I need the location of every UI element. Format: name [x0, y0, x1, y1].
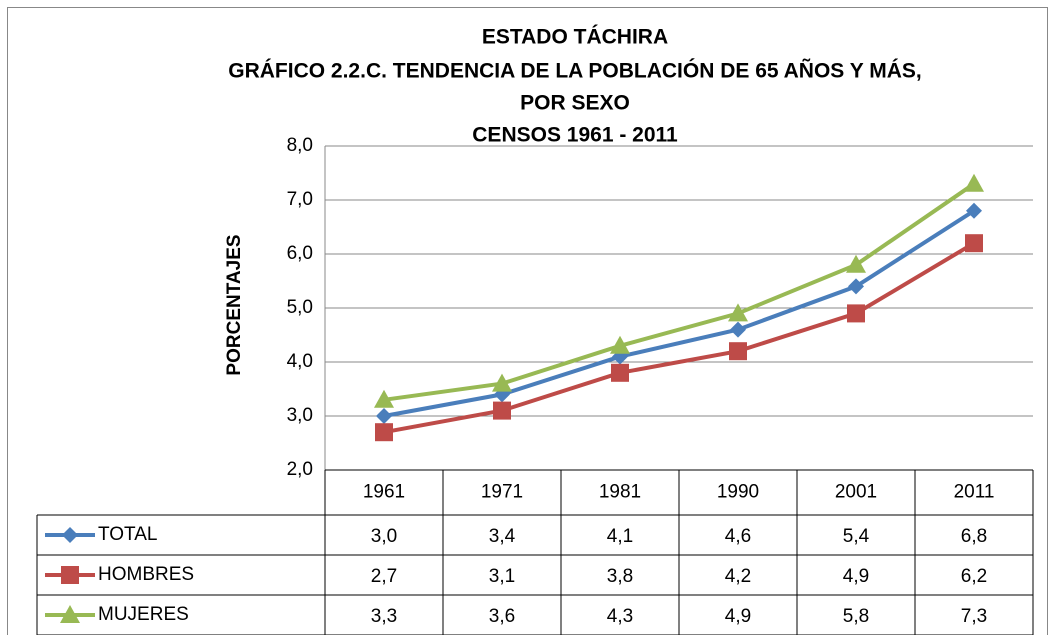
marker: [730, 321, 746, 338]
legend-label: HOMBRES: [98, 564, 194, 585]
table-value: 3,6: [489, 606, 515, 627]
marker: [964, 173, 984, 192]
marker: [848, 278, 864, 295]
chart-border: [7, 7, 1048, 635]
marker: [965, 234, 983, 253]
table-value: 3,0: [371, 526, 397, 547]
table-value: 3,1: [489, 566, 515, 587]
marker: [493, 401, 511, 420]
table-value: 4,3: [607, 606, 633, 627]
marker: [611, 363, 629, 382]
table-value: 7,3: [961, 606, 987, 627]
marker: [374, 389, 394, 408]
y-tick-label: 3,0: [287, 405, 313, 426]
table-value: 4,2: [725, 566, 751, 587]
x-tick-label: 2011: [954, 482, 995, 503]
chart-title: CENSOS 1961 - 2011: [472, 124, 678, 147]
x-tick-label: 1961: [363, 482, 405, 503]
table-value: 4,1: [607, 526, 633, 547]
table-value: 4,9: [843, 566, 869, 587]
x-tick-label: 1981: [599, 482, 641, 503]
marker: [847, 304, 865, 323]
series-line: [383, 209, 976, 418]
y-tick-label: 7,0: [287, 189, 313, 210]
y-tick-label: 2,0: [287, 459, 313, 480]
marker: [846, 254, 866, 273]
table-value: 3,4: [489, 526, 516, 547]
marker: [728, 303, 748, 322]
table-value: 2,7: [371, 566, 397, 587]
x-tick-label: 2001: [835, 482, 877, 503]
marker: [966, 202, 982, 219]
chart-title: POR SEXO: [520, 92, 630, 115]
table-value: 4,9: [725, 606, 751, 627]
series-line: [383, 241, 976, 435]
x-tick-label: 1990: [717, 482, 759, 503]
legend-marker: [60, 605, 80, 623]
y-tick-label: 4,0: [287, 351, 313, 372]
chart-title: GRÁFICO 2.2.C. TENDENCIA DE LA POBLACIÓN…: [228, 59, 921, 83]
marker: [375, 423, 393, 442]
y-tick-label: 5,0: [287, 297, 313, 318]
legend-label: TOTAL: [98, 524, 157, 545]
series-line: [383, 182, 976, 402]
table-value: 5,4: [843, 526, 870, 547]
table-value: 3,3: [371, 606, 397, 627]
marker: [729, 342, 747, 361]
y-tick-label: 6,0: [287, 243, 313, 264]
legend-label: MUJERES: [98, 604, 189, 625]
table-value: 3,8: [607, 566, 633, 587]
y-tick-label: 8,0: [287, 135, 313, 156]
legend-marker: [62, 527, 78, 543]
table-value: 5,8: [843, 606, 869, 627]
legend-marker: [61, 566, 79, 584]
marker: [376, 408, 392, 424]
chart-title: ESTADO TÁCHIRA: [482, 26, 668, 49]
x-tick-label: 1971: [481, 482, 523, 503]
y-axis-label: PORCENTAJES: [224, 234, 245, 375]
table-value: 4,6: [725, 526, 751, 547]
table-value: 6,2: [961, 566, 987, 587]
table-value: 6,8: [961, 526, 987, 547]
marker: [610, 335, 630, 354]
marker: [492, 373, 512, 392]
